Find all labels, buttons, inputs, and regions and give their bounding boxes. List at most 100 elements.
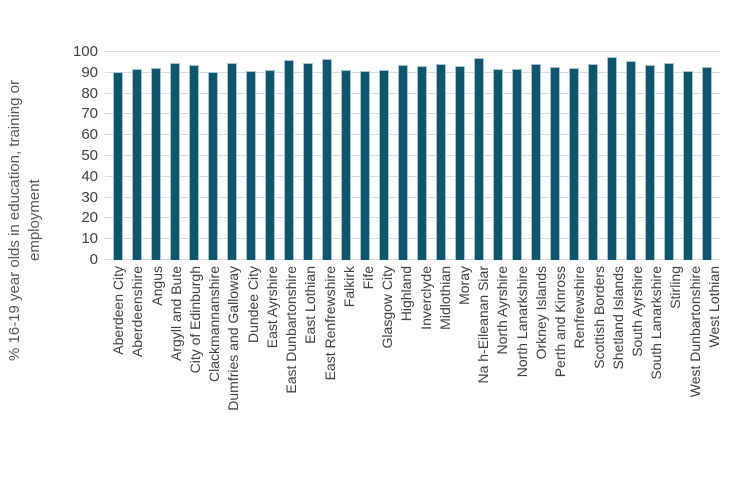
gridline-90 — [105, 71, 720, 73]
bar-clackmannanshire — [208, 72, 219, 260]
bar-aberdeen-city — [113, 72, 124, 260]
y-tick-label-10: 10 — [81, 230, 98, 248]
x-category-label-inverclyde: Inverclyde — [417, 266, 434, 330]
bar-cell — [204, 52, 223, 260]
gridline-70 — [105, 113, 720, 115]
bar-glasgow-city — [379, 70, 390, 260]
bar-cell — [356, 52, 375, 260]
gridline-100 — [105, 51, 720, 52]
x-category-label-north-lanarkshire: North Lanarkshire — [513, 266, 530, 378]
bar-cell — [469, 52, 488, 260]
bar-cell — [318, 52, 337, 260]
x-category-label-aberdeenshire: Aberdeenshire — [129, 266, 146, 358]
bar-cell — [223, 52, 242, 260]
bar-perth-and-kinross — [549, 66, 560, 260]
bar-cell — [299, 52, 318, 260]
bar-moray — [454, 65, 465, 260]
bar-dundee-city — [246, 71, 257, 260]
x-category-label-midlothian: Midlothian — [436, 266, 453, 330]
x-label-cell: Shetland Islands — [609, 266, 628, 471]
bar-cell — [621, 52, 640, 260]
x-category-label-dumfries-and-galloway: Dumfries and Galloway — [225, 266, 242, 411]
x-category-label-angus: Angus — [148, 266, 165, 306]
bar-na-h-eileanan-siar — [473, 58, 484, 260]
y-axis-title-text: % 16-19 year olds in education, training… — [6, 79, 43, 361]
gridline-30 — [105, 196, 720, 198]
gridline-60 — [105, 134, 720, 136]
bar-dumfries-and-galloway — [227, 63, 238, 260]
bar-cell — [564, 52, 583, 260]
y-tick-label-40: 40 — [81, 167, 98, 185]
y-tick-label-60: 60 — [81, 126, 98, 144]
bar-cell — [280, 52, 299, 260]
bar-aberdeenshire — [132, 68, 143, 260]
x-label-cell: West Lothian — [705, 266, 724, 471]
bar-cell — [147, 52, 166, 260]
bar-cell — [526, 52, 545, 260]
gridline-0 — [105, 259, 720, 260]
x-label-cell: South Ayrshire — [628, 266, 647, 471]
x-category-label-south-ayrshire: South Ayrshire — [629, 266, 646, 357]
bar-cell — [261, 52, 280, 260]
x-category-label-north-ayrshire: North Ayrshire — [494, 266, 511, 355]
x-category-label-argyll-and-bute: Argyll and Bute — [167, 266, 184, 361]
bar-cell — [413, 52, 432, 260]
x-label-cell: Aberdeenshire — [128, 266, 147, 471]
x-category-label-shetland-islands: Shetland Islands — [609, 266, 626, 370]
bar-west-dunbartonshire — [682, 70, 693, 260]
bar-south-lanarkshire — [644, 65, 655, 260]
bar-cell — [109, 52, 128, 260]
x-category-label-east-lothian: East Lothian — [302, 266, 319, 344]
x-category-label-orkney-islands: Orkney Islands — [532, 266, 549, 360]
x-label-cell: Clackmannanshire — [205, 266, 224, 471]
bar-midlothian — [435, 64, 446, 260]
bar-fife — [360, 71, 371, 260]
bar-renfrewshire — [568, 68, 579, 260]
x-category-label-na-h-eileanan-siar: Na h-Eileanan Siar — [475, 266, 492, 384]
x-label-cell: Angus — [147, 266, 166, 471]
x-label-cell: City of Edinburgh — [186, 266, 205, 471]
bar-south-ayrshire — [625, 61, 636, 260]
x-label-cell: Fife — [359, 266, 378, 471]
bar-east-dunbartonshire — [284, 60, 295, 260]
x-label-cell: South Lanarkshire — [647, 266, 666, 471]
x-category-label-city-of-edinburgh: City of Edinburgh — [186, 266, 203, 374]
x-label-cell: Glasgow City — [378, 266, 397, 471]
x-category-label-south-lanarkshire: South Lanarkshire — [648, 266, 665, 380]
x-label-cell: Renfrewshire — [570, 266, 589, 471]
y-axis-title: % 16-19 year olds in education, training… — [2, 35, 48, 405]
gridline-40 — [105, 175, 720, 177]
gridline-80 — [105, 92, 720, 94]
bar-cell — [697, 52, 716, 260]
x-category-label-east-renfrewshire: East Renfrewshire — [321, 266, 338, 381]
bar-cell — [450, 52, 469, 260]
bar-city-of-edinburgh — [189, 65, 200, 260]
bar-inverclyde — [416, 65, 427, 260]
bar-argyll-and-bute — [170, 63, 181, 260]
bar-west-lothian — [701, 67, 712, 260]
bar-cell — [375, 52, 394, 260]
x-label-cell: Perth and Kinross — [551, 266, 570, 471]
x-label-cell: Highland — [397, 266, 416, 471]
y-tick-label-50: 50 — [81, 147, 98, 164]
x-category-label-dundee-city: Dundee City — [244, 266, 261, 344]
bar-cell — [640, 52, 659, 260]
x-label-cell: Stirling — [666, 266, 685, 471]
y-tick-label-0: 0 — [89, 251, 98, 268]
bar-falkirk — [341, 69, 352, 260]
bar-cell — [602, 52, 621, 260]
x-category-label-stirling: Stirling — [667, 266, 684, 309]
y-tick-label-80: 80 — [81, 84, 98, 102]
x-label-cell: Scottish Borders — [589, 266, 608, 471]
bar-cell — [394, 52, 413, 260]
x-label-cell: West Dunbartonshire — [686, 266, 705, 471]
bar-cell — [431, 52, 450, 260]
y-tick-label-100: 100 — [72, 43, 98, 60]
x-label-cell: Argyll and Bute — [167, 266, 186, 471]
bar-cell — [488, 52, 507, 260]
bar-north-lanarkshire — [511, 68, 522, 260]
x-axis-labels: Aberdeen City Aberdeenshire Angus Argyll an… — [105, 266, 728, 471]
bar-highland — [398, 64, 409, 260]
bars-row — [105, 52, 720, 260]
